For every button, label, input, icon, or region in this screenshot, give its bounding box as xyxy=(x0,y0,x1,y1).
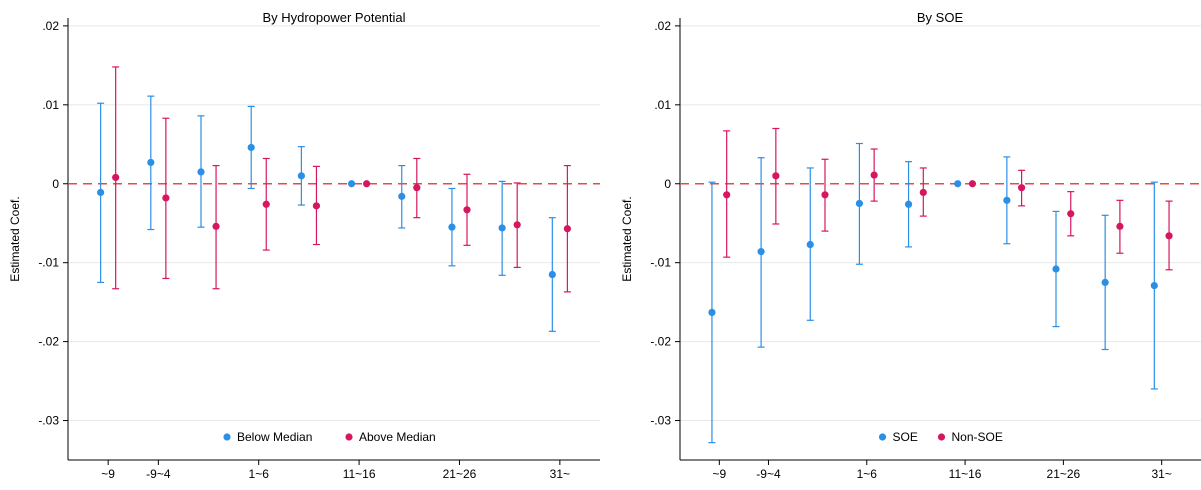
series-2 xyxy=(112,66,571,293)
legend: SOE Non-SOE xyxy=(878,430,1003,444)
data-point xyxy=(870,171,878,179)
data-point xyxy=(1116,222,1124,230)
data-point xyxy=(398,192,406,200)
chart-title: By SOE xyxy=(917,10,964,25)
data-point xyxy=(954,180,962,188)
data-point xyxy=(548,270,556,279)
data-point xyxy=(448,223,456,231)
data-point xyxy=(197,168,205,176)
data-point xyxy=(821,191,829,199)
data-point xyxy=(347,180,356,188)
legend-marker xyxy=(937,433,946,441)
legend-marker xyxy=(345,433,353,441)
y-tick-label: .02 xyxy=(42,19,59,33)
y-tick-label: .02 xyxy=(654,19,671,33)
y-tick-label: 0 xyxy=(52,177,59,191)
y-tick-label: -.03 xyxy=(38,414,59,428)
x-tick-label: ~9 xyxy=(101,467,115,481)
data-point xyxy=(723,191,731,199)
data-point xyxy=(806,240,814,249)
data-point xyxy=(1052,265,1060,273)
data-point xyxy=(757,248,765,256)
series-2 xyxy=(723,127,1173,271)
data-point xyxy=(1150,281,1158,290)
data-point xyxy=(708,308,716,317)
data-point xyxy=(1165,232,1173,240)
x-tick-label: 11~16 xyxy=(949,467,982,481)
data-point xyxy=(212,222,220,230)
legend-label: Below Median xyxy=(237,430,312,444)
data-point xyxy=(919,188,927,197)
x-tick-label: 11~16 xyxy=(343,467,376,481)
data-point xyxy=(968,180,977,188)
data-point xyxy=(1101,278,1109,287)
y-tick-label: .01 xyxy=(42,98,59,112)
y-axis-label: Estimated Coef. xyxy=(620,196,634,281)
chart-panel-2: By SOE Estimated Coef. .02 .01 0 -.01 -.02 -.03… xyxy=(620,10,1201,481)
data-point xyxy=(97,188,105,197)
legend-label: SOE xyxy=(893,430,918,444)
y-tick-label: 0 xyxy=(664,177,671,191)
x-tick-label: 21~26 xyxy=(443,467,477,481)
x-tick-label: 21~26 xyxy=(1047,467,1081,481)
data-point xyxy=(413,184,421,192)
y-tick-label: -.01 xyxy=(650,256,671,270)
data-point xyxy=(1003,196,1011,204)
chart-panel-1: By Hydropower Potential Estimated Coef. .0… xyxy=(8,10,600,481)
x-tick-label: -9~4 xyxy=(146,467,171,481)
data-point xyxy=(262,200,270,208)
legend-label: Non-SOE xyxy=(952,430,1003,444)
data-point xyxy=(147,158,155,167)
data-point xyxy=(312,202,321,210)
data-point xyxy=(247,143,255,152)
series-1 xyxy=(97,95,556,332)
legend-marker xyxy=(878,433,887,441)
legend-label: Above Median xyxy=(359,430,436,444)
chart-title: By Hydropower Potential xyxy=(262,10,405,25)
y-tick-label: .01 xyxy=(654,98,671,112)
series-1 xyxy=(708,142,1158,444)
data-point xyxy=(463,206,471,214)
data-point xyxy=(297,172,305,180)
legend: Below Median Above Median xyxy=(223,430,436,444)
x-tick-label: ~9 xyxy=(712,467,726,481)
x-tick-label: 31~ xyxy=(1151,467,1171,481)
data-point xyxy=(904,200,913,208)
data-point xyxy=(363,180,371,188)
y-axis-label: Estimated Coef. xyxy=(8,196,22,281)
y-tick-label: -.02 xyxy=(650,335,671,349)
legend-marker xyxy=(223,433,231,441)
data-point xyxy=(1017,184,1026,192)
data-point xyxy=(162,194,170,202)
y-tick-label: -.02 xyxy=(38,335,59,349)
y-tick-label: -.01 xyxy=(38,256,59,270)
x-tick-label: 1~6 xyxy=(857,467,878,481)
data-point xyxy=(1067,210,1075,218)
x-tick-label: -9~4 xyxy=(756,467,781,481)
data-point xyxy=(112,173,120,182)
x-tick-label: 1~6 xyxy=(249,467,270,481)
data-point xyxy=(772,172,780,180)
x-tick-label: 31~ xyxy=(550,467,570,481)
data-point xyxy=(513,221,521,229)
y-tick-label: -.03 xyxy=(650,414,671,428)
data-point xyxy=(855,199,864,208)
data-point xyxy=(563,225,571,233)
data-point xyxy=(498,224,506,232)
